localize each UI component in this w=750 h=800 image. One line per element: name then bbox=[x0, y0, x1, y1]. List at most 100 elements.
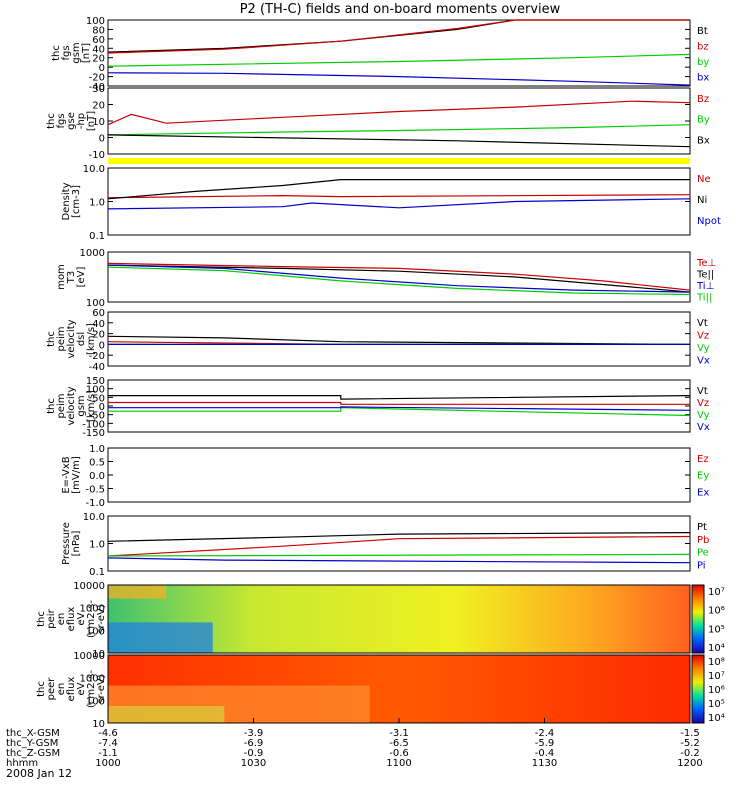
x-row-value: -0.2 bbox=[680, 748, 700, 759]
y-axis-label-line: [km/s] bbox=[86, 323, 97, 355]
series-line-Te⊥ bbox=[107, 262, 691, 291]
legend-bz: bz bbox=[697, 42, 709, 53]
panel-9: thc peer en eflux eV (cm2-s-sr-eV) 10000 1000 10… bbox=[36, 651, 725, 730]
colorbar bbox=[691, 584, 705, 654]
panel-1: thc fgs gse -hp [nT] 30 20 10 0 -10 Bz By Bx bbox=[46, 84, 710, 161]
y-axis-label-line: eV bbox=[76, 612, 87, 625]
y-tick-label: 40 bbox=[92, 319, 105, 330]
legend-Ne: Ne bbox=[697, 174, 711, 185]
panel-6: E=-VxB [mV/m] 1.0 0.5 0.0 -0.5 -1.0 Ez Ey Ex bbox=[61, 444, 709, 509]
y-tick-label: 1.0 bbox=[89, 540, 105, 551]
series-line-Te|| bbox=[107, 264, 691, 293]
y-tick-label: 0 bbox=[99, 402, 105, 413]
y-tick-label: 10.0 bbox=[83, 164, 105, 175]
x-row-value: -1.5 bbox=[680, 728, 700, 739]
series-line-bz bbox=[107, 19, 690, 54]
x-row-value: 1200 bbox=[677, 758, 702, 769]
y-axis-label-line: peim bbox=[56, 326, 67, 351]
series-line-Pi bbox=[107, 557, 691, 564]
series-line-Ti⊥ bbox=[107, 264, 691, 293]
colorbar-tick-label: 10⁵ bbox=[708, 699, 725, 710]
y-tick-label: 80 bbox=[92, 25, 105, 36]
y-tick-label: 1000 bbox=[80, 248, 105, 259]
y-tick-label: 0.5 bbox=[89, 458, 105, 469]
y-axis-label-line: fgs bbox=[61, 45, 72, 60]
y-tick-label: 40 bbox=[92, 44, 105, 55]
y-axis-label-line: thc bbox=[46, 113, 57, 129]
y-axis-label: thc peir en eflux eV (cm2-s-sr-eV) bbox=[36, 600, 107, 638]
y-tick-label: 0 bbox=[99, 63, 105, 74]
y-tick-label: 100 bbox=[86, 626, 105, 637]
y-tick-label: 20 bbox=[92, 54, 105, 65]
y-axis-label-line: fgs bbox=[56, 113, 67, 128]
y-tick-label: 10.0 bbox=[83, 512, 105, 523]
y-tick-label: -0.5 bbox=[85, 485, 105, 496]
y-tick-label: 0.1 bbox=[89, 567, 105, 578]
y-axis-label-line: E=-VxB bbox=[61, 456, 72, 493]
x-row-value: -0.4 bbox=[535, 748, 555, 759]
x-row-value: -3.9 bbox=[244, 728, 264, 739]
x-row-value: 1130 bbox=[532, 758, 557, 769]
y-tick-label: -150 bbox=[82, 428, 105, 439]
x-row-value: -0.9 bbox=[244, 748, 264, 759]
y-axis-label: E=-VxB [mV/m] bbox=[61, 456, 82, 494]
y-tick-label: -20 bbox=[89, 351, 105, 362]
legend-Vz: Vz bbox=[697, 331, 709, 342]
y-tick-label: -100 bbox=[82, 419, 105, 430]
y-tick-label: 0 bbox=[99, 340, 105, 351]
y-axis-label: Pressure [nPa] bbox=[61, 522, 82, 565]
legend-Bt: Bt bbox=[697, 26, 708, 37]
y-axis-label-line: peim bbox=[56, 393, 67, 418]
x-row-label: thc_Z-GSM bbox=[6, 748, 60, 759]
x-row-value: 1100 bbox=[386, 758, 411, 769]
y-tick-label: 0.1 bbox=[89, 231, 105, 242]
colorbar-tick-label: 10⁷ bbox=[708, 671, 725, 682]
y-tick-label: 10000 bbox=[73, 651, 105, 662]
y-axis-label-line: [nT] bbox=[86, 111, 97, 131]
heatmap-band-low bbox=[108, 706, 225, 723]
series-line-Vt bbox=[107, 335, 691, 345]
x-row-value: 1000 bbox=[95, 758, 120, 769]
y-axis-label-line: en bbox=[56, 613, 67, 626]
y-tick-label: 0.0 bbox=[89, 471, 105, 482]
colorbar-tick-label: 10⁴ bbox=[708, 713, 725, 724]
y-tick-label: 100 bbox=[86, 696, 105, 707]
legend-Vz: Vz bbox=[697, 398, 709, 409]
x-row-value: -7.4 bbox=[98, 738, 118, 749]
y-axis-label-line: velocity bbox=[66, 386, 77, 425]
legend-Pe: Pe bbox=[697, 548, 709, 559]
y-tick-label: 60 bbox=[92, 35, 105, 46]
y-tick-label: -1.0 bbox=[85, 498, 105, 509]
y-axis-label-line: eflux bbox=[66, 677, 77, 702]
legend-Ti⊥: Ti⊥ bbox=[696, 281, 714, 292]
y-axis-label-line: thc bbox=[46, 331, 57, 347]
x-row-value: -3.1 bbox=[389, 728, 409, 739]
legend-Pi: Pi bbox=[697, 560, 706, 571]
x-row-value: 1030 bbox=[241, 758, 266, 769]
date-label: 2008 Jan 12 bbox=[6, 767, 72, 780]
x-row-value: -5.2 bbox=[680, 738, 700, 749]
y-tick-label: -40 bbox=[89, 362, 105, 373]
legend-by: by bbox=[697, 57, 709, 68]
x-row-value: -2.4 bbox=[535, 728, 555, 739]
series-line-Vx bbox=[108, 406, 691, 411]
series-line-by bbox=[107, 53, 691, 67]
panel-frame bbox=[107, 167, 691, 236]
y-tick-label: 100 bbox=[86, 16, 105, 27]
colorbar-tick-label: 10⁵ bbox=[708, 624, 725, 635]
x-row-value: -4.6 bbox=[98, 728, 118, 739]
y-axis-label-line: [eV] bbox=[76, 267, 87, 288]
y-tick-label: 20 bbox=[92, 330, 105, 341]
y-axis-label: thc peim velocity dsl [km/s] bbox=[46, 319, 97, 358]
heatmap-frame bbox=[107, 584, 691, 654]
panel-3: mom T3 [eV] 1000 100 Te⊥Te||Ti⊥Ti|| bbox=[56, 248, 716, 309]
legend-Ex: Ex bbox=[697, 487, 709, 498]
legend-Ey: Ey bbox=[697, 471, 709, 482]
y-tick-label: 100 bbox=[86, 385, 105, 396]
panel-frame bbox=[107, 515, 691, 572]
legend-Pt: Pt bbox=[697, 522, 707, 533]
series-line-Pt bbox=[107, 532, 691, 542]
legend-Te||: Te|| bbox=[696, 270, 714, 281]
